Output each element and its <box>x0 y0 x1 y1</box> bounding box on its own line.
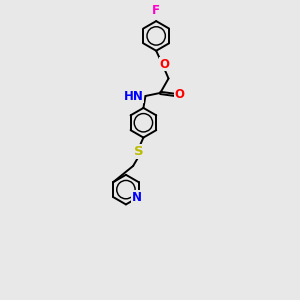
Text: O: O <box>159 58 170 70</box>
Text: HN: HN <box>124 89 143 103</box>
Text: F: F <box>152 4 160 17</box>
Text: N: N <box>132 190 142 203</box>
Text: S: S <box>134 145 144 158</box>
Text: O: O <box>174 88 184 101</box>
